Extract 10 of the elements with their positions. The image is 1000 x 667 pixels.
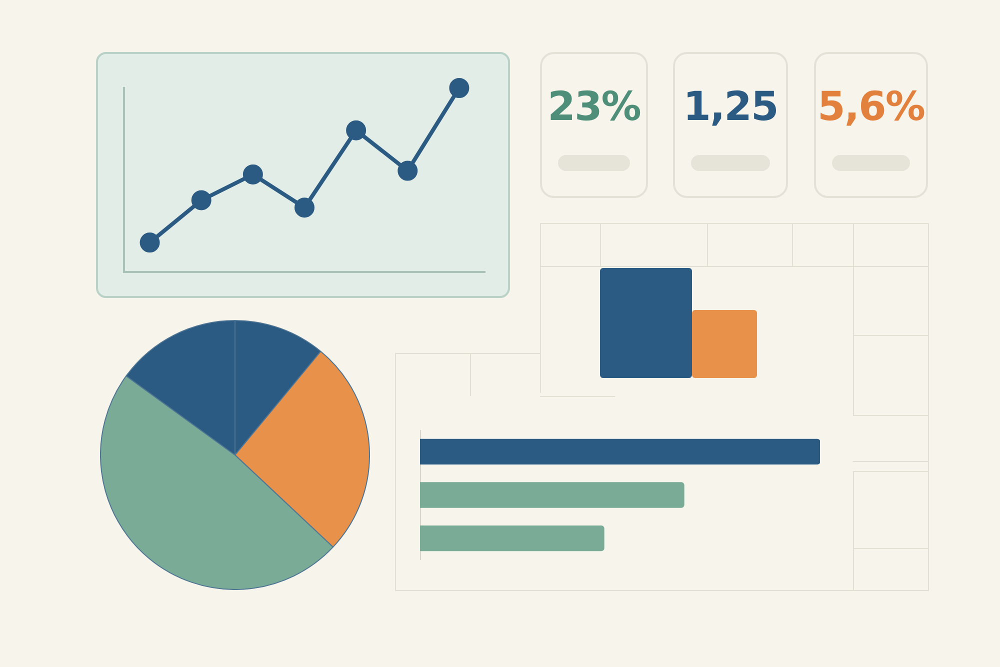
text: 1,25 [682,84,779,130]
point [140,232,160,253]
point [346,120,366,140]
text: 23% [546,84,642,130]
point [449,78,470,98]
point [294,198,314,218]
point [398,160,418,181]
text: 5,6% [816,84,926,130]
point [191,190,212,210]
point [242,164,263,184]
